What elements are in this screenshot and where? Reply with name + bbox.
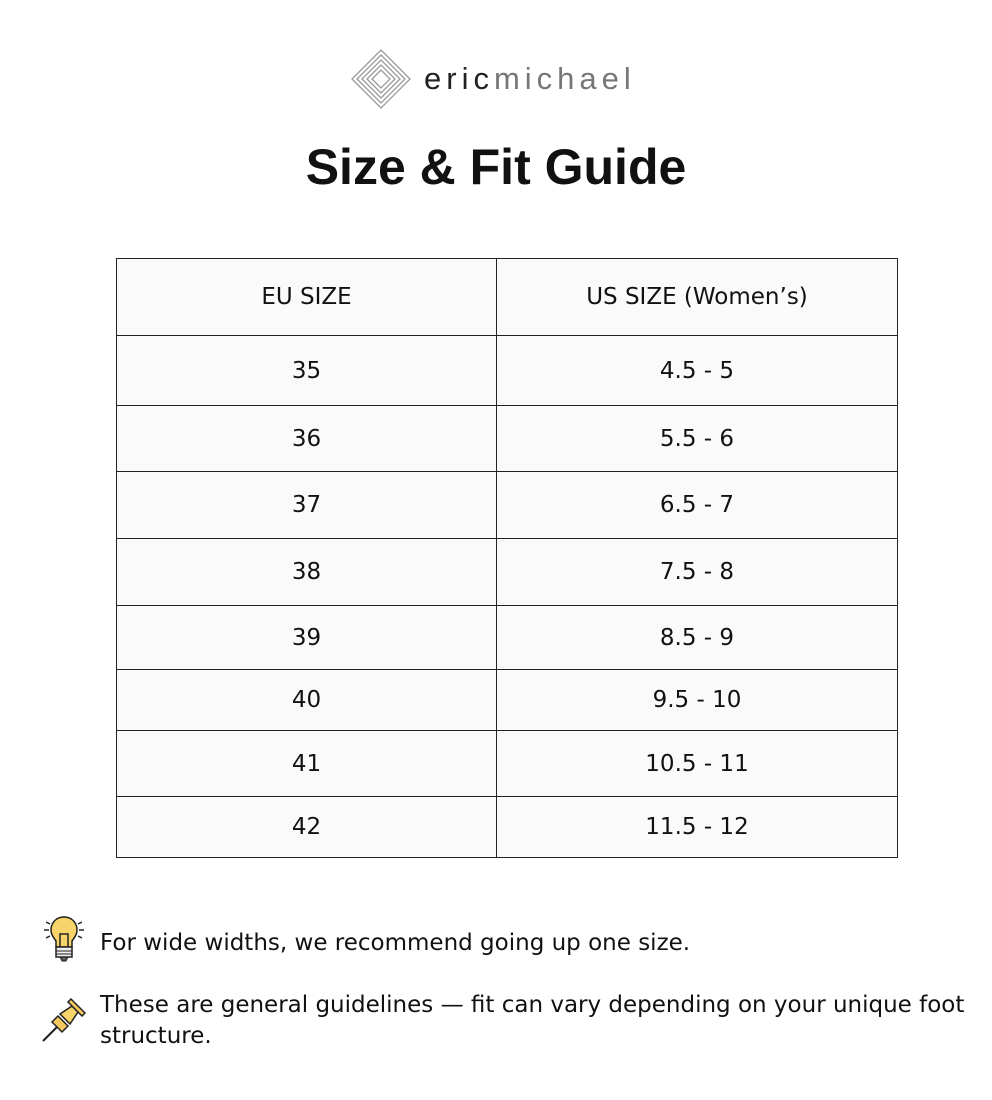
- eu-size-cell: 41: [116, 730, 497, 797]
- us-size-cell: 4.5 - 5: [496, 335, 898, 406]
- eu-size-cell: 39: [116, 605, 497, 670]
- brand-name: ericmichael: [424, 61, 636, 97]
- table-row: 41 10.5 - 11: [116, 730, 898, 797]
- us-size-cell: 9.5 - 10: [496, 669, 898, 731]
- brand-part2: michael: [493, 61, 636, 96]
- us-size-cell: 11.5 - 12: [496, 796, 898, 858]
- us-size-cell: 8.5 - 9: [496, 605, 898, 670]
- eu-size-cell: 42: [116, 796, 497, 858]
- us-size-cell: 5.5 - 6: [496, 405, 898, 472]
- diamond-logo-icon: [351, 49, 411, 109]
- eu-size-cell: 35: [116, 335, 497, 406]
- us-size-cell: 7.5 - 8: [496, 538, 898, 606]
- header-eu-size: EU SIZE: [116, 258, 497, 336]
- eu-size-cell: 36: [116, 405, 497, 472]
- eu-size-cell: 37: [116, 471, 497, 539]
- eu-size-cell: 38: [116, 538, 497, 606]
- table-row: 35 4.5 - 5: [116, 335, 898, 406]
- size-table: EU SIZE US SIZE (Women’s) 35 4.5 - 5 36 5.5…: [116, 258, 898, 858]
- brand-logo: ericmichael: [350, 48, 636, 110]
- table-row: 37 6.5 - 7: [116, 471, 898, 539]
- brand-part1: eric: [424, 61, 494, 96]
- pushpin-icon: [40, 996, 88, 1048]
- page-title: Size & Fit Guide: [305, 139, 687, 195]
- table-row: 36 5.5 - 6: [116, 405, 898, 472]
- lightbulb-icon: [42, 914, 86, 970]
- us-size-cell: 10.5 - 11: [496, 730, 898, 797]
- table-row: 40 9.5 - 10: [116, 669, 898, 731]
- note-wide-widths: For wide widths, we recommend going up o…: [100, 930, 691, 956]
- eu-size-cell: 40: [116, 669, 497, 731]
- us-size-cell: 6.5 - 7: [496, 471, 898, 539]
- table-header-row: EU SIZE US SIZE (Women’s): [116, 258, 898, 336]
- table-row: 42 11.5 - 12: [116, 796, 898, 858]
- table-row: 38 7.5 - 8: [116, 538, 898, 606]
- header-us-size: US SIZE (Women’s): [496, 258, 898, 336]
- note-guidelines: These are general guidelines — fit can v…: [100, 992, 965, 1049]
- table-row: 39 8.5 - 9: [116, 605, 898, 670]
